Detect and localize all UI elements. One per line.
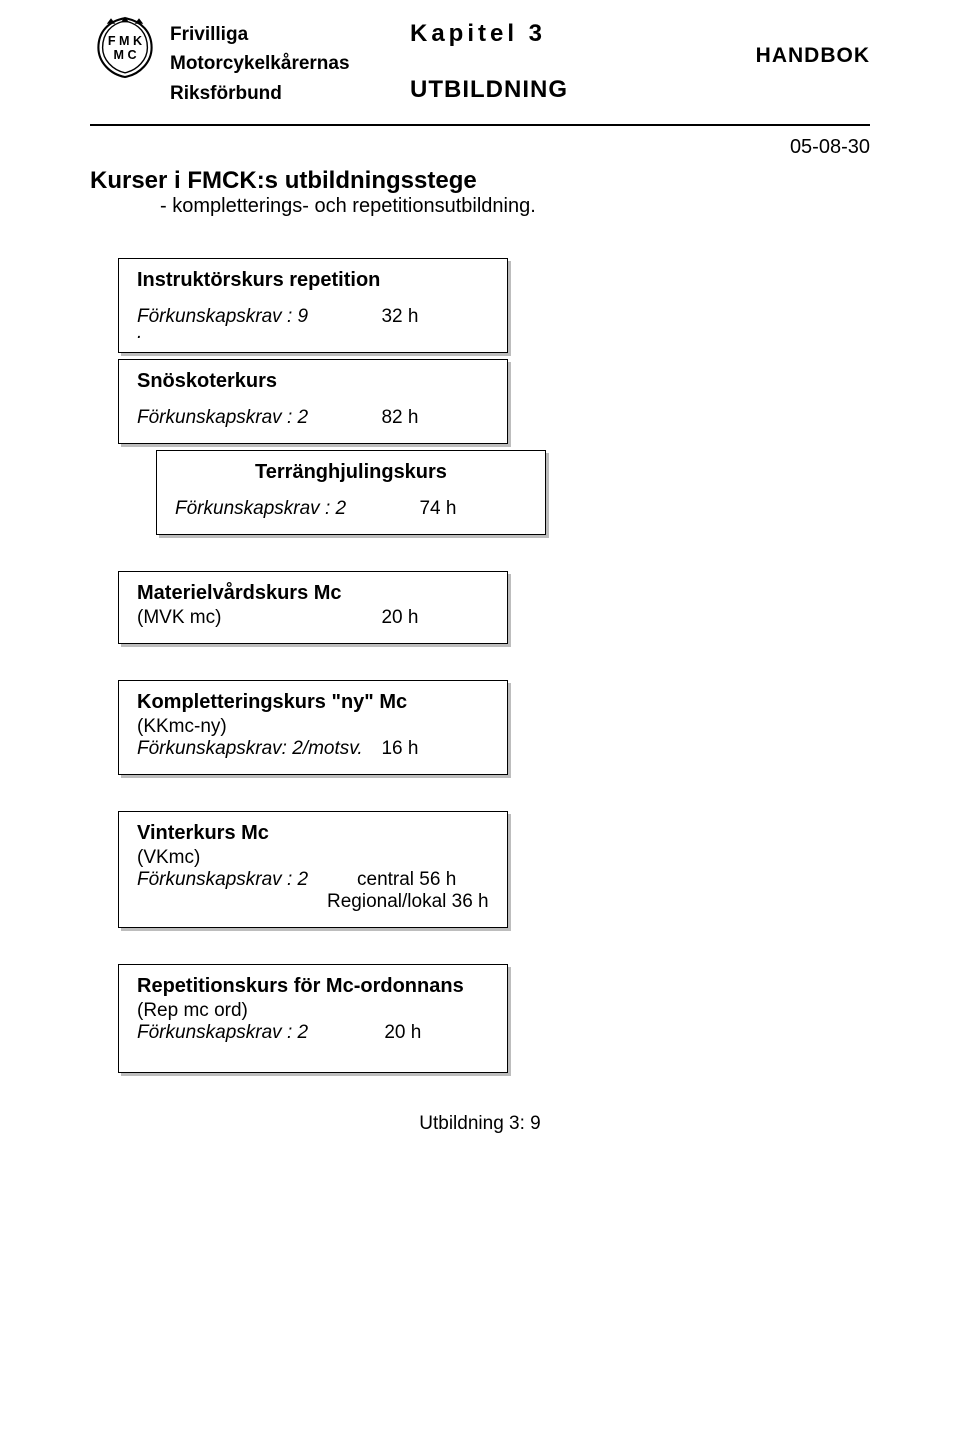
page-header: F M K M C Frivilliga Motorcykelkårernas … <box>90 20 870 108</box>
dot: . <box>137 328 489 338</box>
section-title: UTBILDNING <box>410 76 710 104</box>
course-boxes: Instruktörskurs repetition Förkunskapskr… <box>118 258 870 1073</box>
course-box-snoskoterkurs: Snöskoterkurs Förkunskapskrav : 2 82 h <box>118 359 508 444</box>
course-prerequisite: Förkunskapskrav : 2 <box>175 498 419 520</box>
handbook-label: HANDBOK <box>720 20 870 68</box>
course-code: (Rep mc ord) <box>137 1000 489 1022</box>
course-row: Förkunskapskrav : 2 82 h <box>137 407 489 429</box>
course-title: Terränghjulingskurs <box>175 461 527 484</box>
course-box-instruktorskurs: Instruktörskurs repetition Förkunskapskr… <box>118 258 508 353</box>
fmck-logo-svg: F M K M C <box>90 14 160 84</box>
course-title: Materielvårdskurs Mc <box>137 582 489 605</box>
course-code: (VKmc) <box>137 847 489 869</box>
fmck-logo: F M K M C <box>90 14 160 84</box>
chapter-title: Kapitel 3 <box>410 20 710 48</box>
svg-text:F M K: F M K <box>108 34 142 48</box>
course-hours: 74 h <box>419 498 527 520</box>
course-box-repetitionskurs: Repetitionskurs för Mc-ordonnans (Rep mc… <box>118 964 508 1073</box>
course-row: Förkunskapskrav : 2 20 h <box>137 1022 489 1044</box>
course-title: Kompletteringskurs "ny" Mc <box>137 691 489 714</box>
course-row: Förkunskapskrav : 2 central 56 h <box>137 869 489 891</box>
course-row: (MVK mc) 20 h <box>137 607 489 629</box>
course-row: Förkunskapskrav : 9 32 h <box>137 306 489 328</box>
course-title: Repetitionskurs för Mc-ordonnans <box>137 975 489 998</box>
course-hours-regional: Regional/lokal 36 h <box>327 891 489 913</box>
course-box-kompletteringskurs: Kompletteringskurs "ny" Mc (KKmc-ny) För… <box>118 680 508 775</box>
course-prerequisite: Förkunskapskrav : 2 <box>137 869 357 891</box>
course-hours: 16 h <box>381 738 489 760</box>
course-box-terranghjulingskurs: Terränghjulingskurs Förkunskapskrav : 2 … <box>156 450 546 535</box>
course-row: Förkunskapskrav: 2/motsv. 16 h <box>137 738 489 760</box>
page-footer: Utbildning 3: 9 <box>90 1113 870 1135</box>
page-title: Kurser i FMCK:s utbildningsstege <box>90 167 870 195</box>
course-code: (KKmc-ny) <box>137 716 489 738</box>
course-prerequisite: Förkunskapskrav : 9 <box>137 306 381 328</box>
course-hours: 82 h <box>381 407 489 429</box>
course-hours-central: central 56 h <box>357 869 456 891</box>
svg-text:M C: M C <box>113 48 136 62</box>
document-date: 05-08-30 <box>90 136 870 159</box>
course-box-materielvardskurs: Materielvårdskurs Mc (MVK mc) 20 h <box>118 571 508 644</box>
course-hours: 32 h <box>381 306 489 328</box>
page-subtitle: - kompletterings- och repetitionsutbildn… <box>160 195 870 218</box>
course-row: Förkunskapskrav : 2 74 h <box>175 498 527 520</box>
organization-name: Frivilliga Motorcykelkårernas Riksförbun… <box>170 20 400 108</box>
org-line-1: Frivilliga <box>170 20 400 49</box>
course-code: (MVK mc) <box>137 607 381 629</box>
org-line-2: Motorcykelkårernas <box>170 49 400 78</box>
course-hours: 20 h <box>384 1022 489 1044</box>
chapter-column: Kapitel 3 UTBILDNING <box>410 20 710 104</box>
header-divider <box>90 124 870 126</box>
course-title: Instruktörskurs repetition <box>137 269 489 292</box>
course-title: Snöskoterkurs <box>137 370 489 393</box>
course-hours: 20 h <box>381 607 489 629</box>
course-box-vinterkurs: Vinterkurs Mc (VKmc) Förkunskapskrav : 2… <box>118 811 508 928</box>
course-prerequisite: Förkunskapskrav: 2/motsv. <box>137 738 381 760</box>
org-line-3: Riksförbund <box>170 79 400 108</box>
page: F M K M C Frivilliga Motorcykelkårernas … <box>0 0 960 1165</box>
course-prerequisite: Förkunskapskrav : 2 <box>137 407 381 429</box>
course-prerequisite: Förkunskapskrav : 2 <box>137 1022 384 1044</box>
course-title: Vinterkurs Mc <box>137 822 489 845</box>
